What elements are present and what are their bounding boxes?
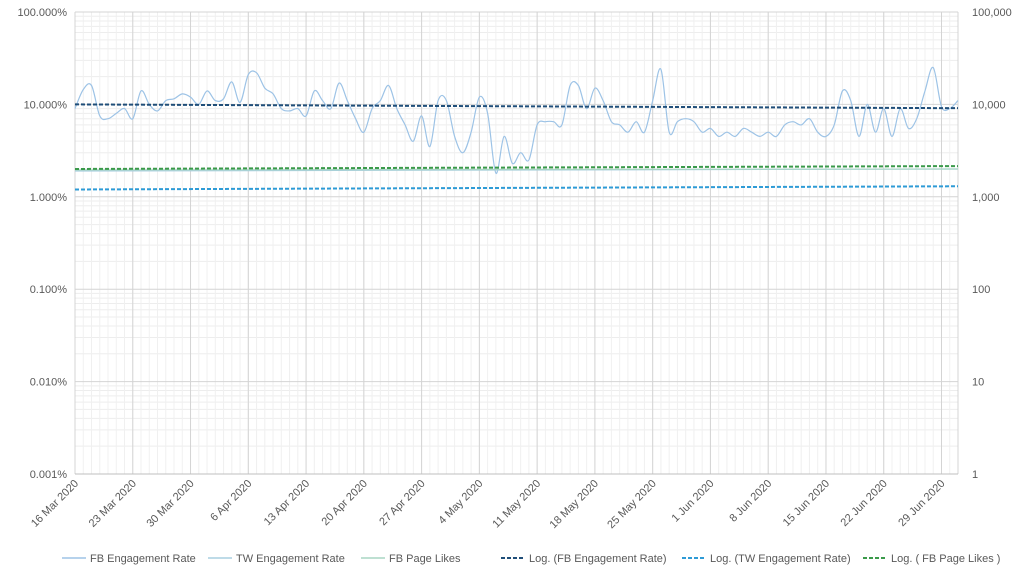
series-fb-engagement-rate: [74, 66, 959, 174]
x-tick-label: 22 Jun 2020: [839, 478, 890, 529]
x-tick-label: 11 May 2020: [490, 478, 543, 531]
y-right-tick-label: 10,000: [972, 99, 1006, 111]
y-right-tick-label: 1,000: [972, 192, 1000, 204]
series-fb-page-likes: [74, 168, 959, 171]
legend-label: Log. ( FB Page Likes ): [891, 553, 1000, 565]
x-tick-label: 27 Apr 2020: [377, 478, 427, 528]
y-right-tick-label: 100: [972, 284, 990, 296]
legend-label: TW Engagement Rate: [236, 553, 345, 565]
x-tick-label: 23 Mar 2020: [87, 478, 139, 530]
x-tick-label: 15 Jun 2020: [781, 478, 832, 529]
legend-label: FB Engagement Rate: [90, 553, 196, 565]
x-tick-label: 29 Jun 2020: [896, 478, 947, 529]
y-left-tick-label: 10.000%: [24, 99, 68, 111]
x-tick-label: 6 Apr 2020: [208, 478, 254, 524]
x-tick-label: 16 Mar 2020: [29, 478, 81, 530]
y-right-tick-label: 10: [972, 377, 984, 389]
plot-area: [75, 12, 958, 474]
x-tick-label: 25 May 2020: [605, 478, 658, 531]
legend-label: Log. (TW Engagement Rate): [710, 553, 851, 565]
x-tick-label: 4 May 2020: [436, 478, 485, 527]
x-tick-label: 13 Apr 2020: [262, 478, 312, 528]
x-tick-label: 30 Mar 2020: [144, 478, 196, 530]
y-left-tick-label: 0.001%: [30, 469, 68, 481]
x-tick-label: 1 Jun 2020: [670, 478, 717, 525]
series-log-fb-page-likes: [74, 165, 959, 170]
y-left-tick-label: 1.000%: [30, 192, 68, 204]
y-right-tick-label: 100,000: [972, 7, 1012, 19]
series-log-tw-engagement-rate: [74, 185, 959, 191]
y-left-tick-label: 0.010%: [30, 377, 68, 389]
y-right-tick-label: 1: [972, 469, 978, 481]
y-left-tick-label: 100.000%: [17, 7, 67, 19]
legend-label: Log. (FB Engagement Rate): [529, 553, 667, 565]
x-tick-label: 8 Jun 2020: [727, 478, 774, 525]
legend-label: FB Page Likes: [389, 553, 461, 565]
series-log-fb-engagement-rate: [74, 103, 959, 110]
x-tick-label: 20 Apr 2020: [320, 478, 370, 528]
x-tick-label: 18 May 2020: [548, 478, 601, 531]
y-left-tick-label: 0.100%: [30, 284, 68, 296]
